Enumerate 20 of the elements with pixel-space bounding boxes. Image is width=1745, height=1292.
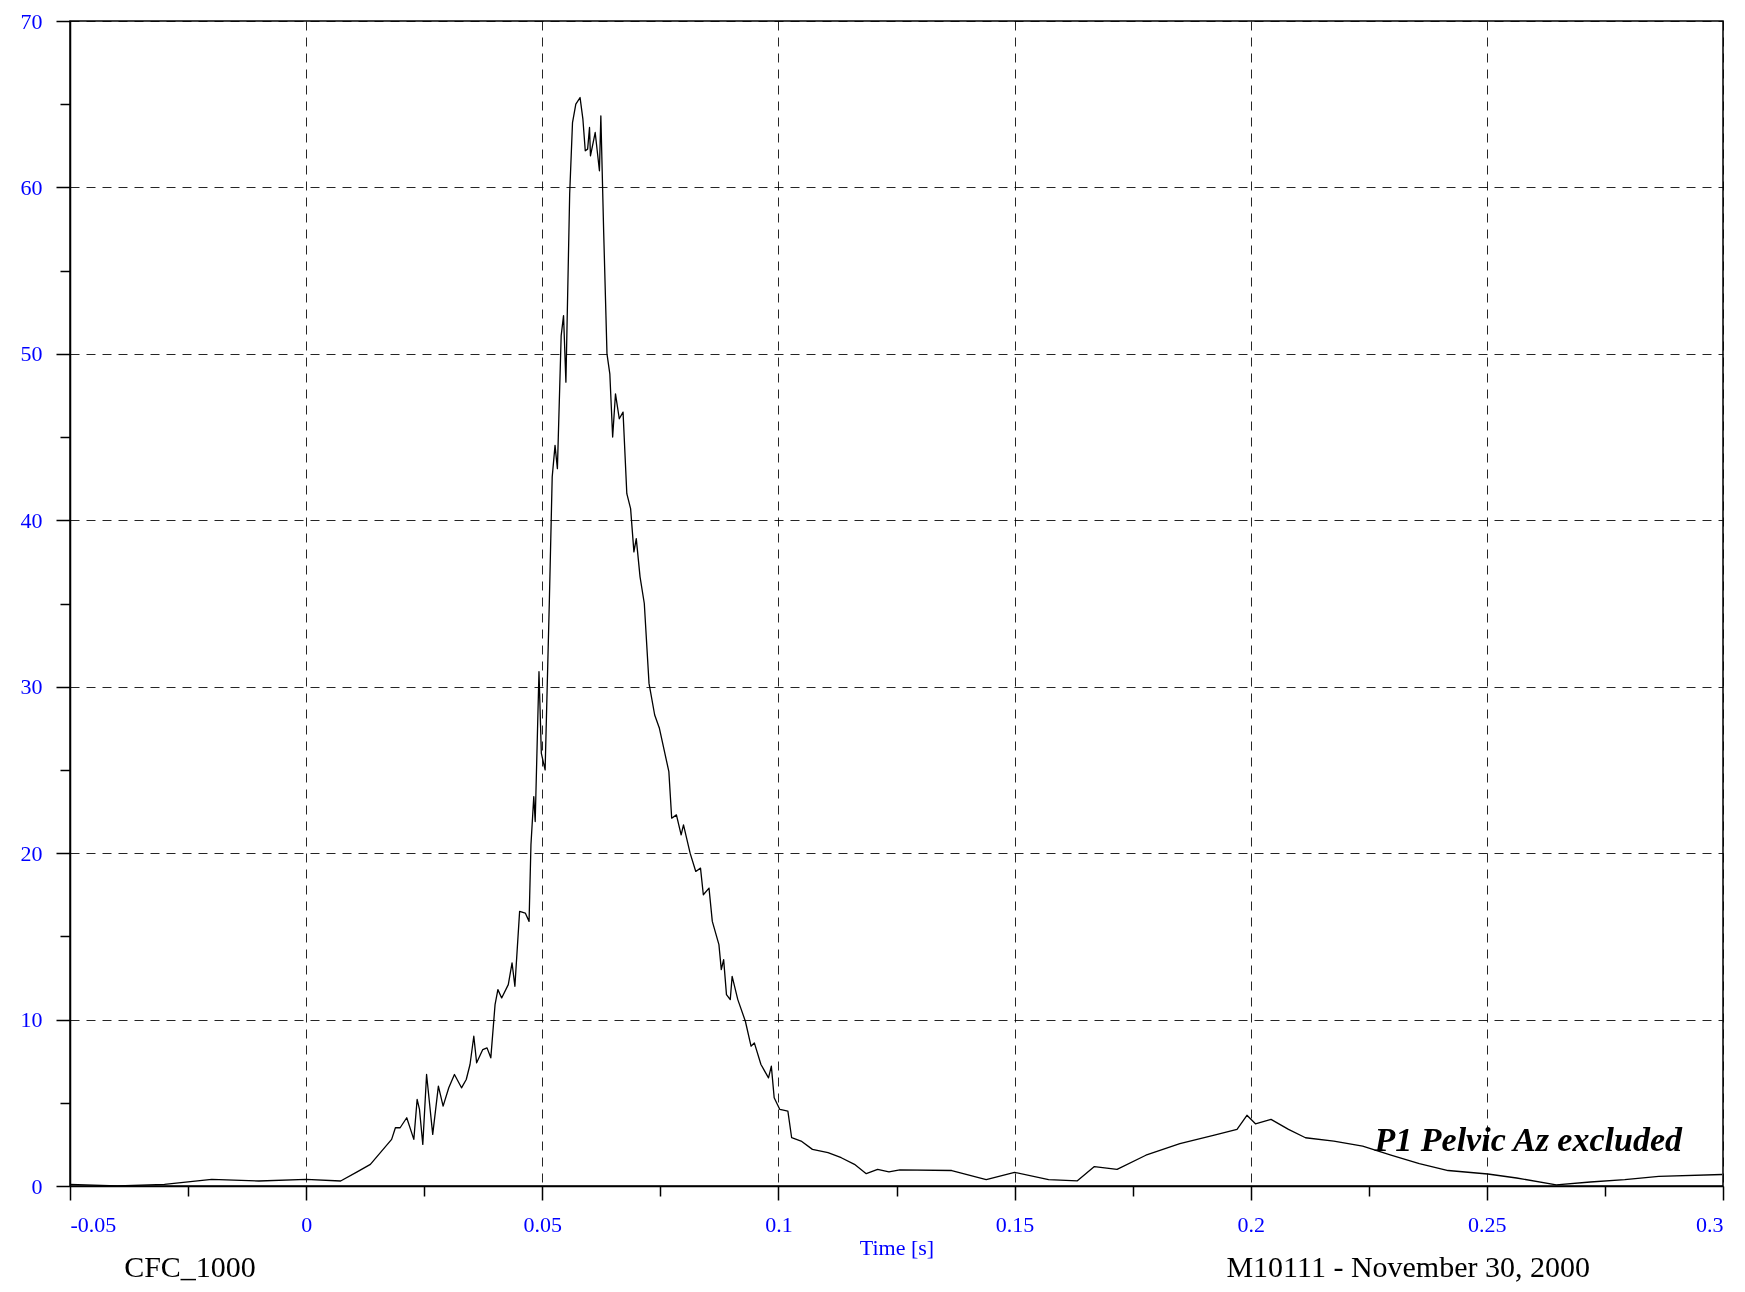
x-tick-label: 0.3 xyxy=(1696,1211,1724,1237)
y-tick-label: 70 xyxy=(20,8,43,34)
x-tick-label: -0.05 xyxy=(70,1211,117,1237)
y-tick-label: 50 xyxy=(20,341,43,367)
x-tick-label: 0.2 xyxy=(1237,1211,1265,1237)
x-axis-title: Time [s] xyxy=(859,1234,935,1260)
x-tick-label: 0.1 xyxy=(765,1211,793,1237)
y-tick-label: 40 xyxy=(20,507,43,533)
y-tick-label: 60 xyxy=(20,174,43,200)
y-tick-label: 20 xyxy=(20,840,43,866)
x-tick-label: 0 xyxy=(301,1211,313,1237)
x-tick-label: 0.05 xyxy=(523,1211,563,1237)
text: CFC_1000 xyxy=(124,1250,256,1283)
x-tick-label: 0.25 xyxy=(1468,1211,1507,1237)
annotation: P1 Pelvic Az excluded xyxy=(1373,1121,1683,1158)
y-tick-label: 30 xyxy=(20,674,43,700)
text: M10111 - November 30, 2000 xyxy=(1226,1250,1590,1283)
x-tick-label: 0.15 xyxy=(995,1211,1035,1237)
y-tick-label: 10 xyxy=(20,1007,43,1033)
y-tick-label: 0 xyxy=(31,1173,43,1199)
